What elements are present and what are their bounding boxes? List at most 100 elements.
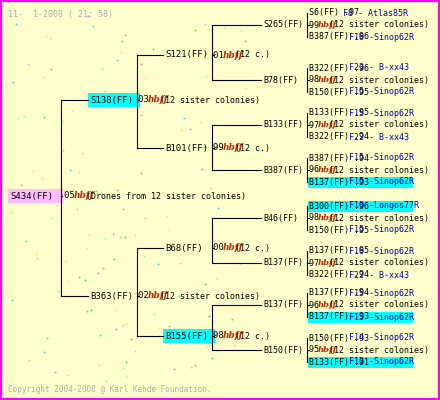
Point <box>211 291 218 297</box>
Text: Copyright 2004-2008 @ Karl Kehde Foundation.: Copyright 2004-2008 @ Karl Kehde Foundat… <box>8 385 212 394</box>
Point <box>20 113 27 120</box>
Point <box>112 326 119 332</box>
Text: hbff: hbff <box>74 192 94 200</box>
Point <box>99 66 106 72</box>
Point <box>164 212 171 219</box>
Point <box>85 12 92 19</box>
Point <box>99 264 106 271</box>
Point <box>102 378 109 384</box>
Point <box>200 144 207 150</box>
Point <box>26 356 33 363</box>
Point <box>121 32 128 38</box>
Point <box>181 114 188 121</box>
Point <box>113 56 120 63</box>
Point <box>221 25 228 31</box>
Text: 99: 99 <box>309 20 324 30</box>
Text: F15 -Sinop62R: F15 -Sinop62R <box>349 312 414 322</box>
Point <box>33 255 40 261</box>
Text: B150(FF) .93: B150(FF) .93 <box>309 334 369 342</box>
Text: (12 sister colonies): (12 sister colonies) <box>329 20 429 30</box>
Text: 05: 05 <box>64 192 80 200</box>
Point <box>202 21 209 28</box>
Text: 98: 98 <box>213 332 229 340</box>
Point <box>155 325 162 332</box>
Text: B322(FF) .94: B322(FF) .94 <box>309 132 369 142</box>
FancyBboxPatch shape <box>88 93 140 107</box>
Text: hbff: hbff <box>318 76 337 84</box>
Text: B137(FF): B137(FF) <box>263 300 303 310</box>
Point <box>47 35 54 41</box>
Point <box>242 85 249 91</box>
Point <box>84 308 91 314</box>
Text: B322(FF) .94: B322(FF) .94 <box>309 270 369 280</box>
Point <box>97 332 104 339</box>
Text: F15 -Sinop62R: F15 -Sinop62R <box>349 88 414 96</box>
Text: F14 -Sinop62R: F14 -Sinop62R <box>349 334 414 342</box>
Point <box>110 231 117 238</box>
Text: 99: 99 <box>213 144 229 152</box>
Text: S434(FF): S434(FF) <box>10 192 53 200</box>
Text: (12 sister colonies): (12 sister colonies) <box>329 166 429 174</box>
Text: B150(FF) .95: B150(FF) .95 <box>309 226 369 234</box>
Text: 97: 97 <box>309 120 324 130</box>
Point <box>122 359 129 366</box>
Text: hbff: hbff <box>223 50 243 60</box>
FancyBboxPatch shape <box>8 189 63 203</box>
Point <box>117 48 125 55</box>
Text: 98: 98 <box>309 214 324 222</box>
FancyBboxPatch shape <box>308 200 413 212</box>
Text: B46(FF): B46(FF) <box>263 214 298 222</box>
Text: hbff: hbff <box>318 166 337 174</box>
FancyBboxPatch shape <box>308 356 413 368</box>
Point <box>228 316 235 322</box>
Text: hbff: hbff <box>318 214 337 222</box>
Point <box>203 343 210 350</box>
Text: (12 c.): (12 c.) <box>235 144 270 152</box>
Point <box>201 281 208 288</box>
Text: B150(FF) .95: B150(FF) .95 <box>309 88 369 96</box>
Point <box>65 372 72 378</box>
Text: (12 sister colonies): (12 sister colonies) <box>329 300 429 310</box>
Text: B137(FF) .94: B137(FF) .94 <box>309 288 369 298</box>
Text: B387(FF): B387(FF) <box>263 166 303 174</box>
Point <box>191 290 198 296</box>
Point <box>25 61 32 68</box>
Text: B150(FF): B150(FF) <box>263 346 303 354</box>
Text: hbff: hbff <box>148 96 168 104</box>
FancyBboxPatch shape <box>308 312 413 322</box>
Point <box>178 127 185 133</box>
Text: (12 sister colonies): (12 sister colonies) <box>329 258 429 268</box>
Point <box>142 74 149 81</box>
Point <box>165 323 172 330</box>
Text: (12 c.): (12 c.) <box>235 332 270 340</box>
Point <box>78 150 85 156</box>
Point <box>137 60 144 67</box>
Point <box>60 147 67 154</box>
Point <box>51 369 59 375</box>
Point <box>122 373 129 379</box>
Point <box>88 307 95 313</box>
Text: B300(FF) .96: B300(FF) .96 <box>309 202 369 210</box>
Point <box>73 206 81 212</box>
Point <box>211 318 218 324</box>
Point <box>233 99 240 105</box>
Text: B363(FF): B363(FF) <box>90 292 133 300</box>
Text: F15 -Sinop62R: F15 -Sinop62R <box>349 178 414 186</box>
Point <box>40 74 47 80</box>
Text: hbff: hbff <box>318 259 337 267</box>
Point <box>192 362 199 368</box>
Text: B133(FF): B133(FF) <box>263 120 303 130</box>
Text: hbff: hbff <box>318 121 337 129</box>
Text: B137(FF) .93: B137(FF) .93 <box>309 178 369 186</box>
Point <box>67 181 74 188</box>
Text: hbff: hbff <box>318 301 337 309</box>
Point <box>154 261 161 267</box>
Point <box>132 348 139 354</box>
Text: 02: 02 <box>138 292 154 300</box>
FancyBboxPatch shape <box>163 329 215 343</box>
Point <box>55 287 62 294</box>
Point <box>18 182 25 188</box>
Text: (Drones from 12 sister colonies): (Drones from 12 sister colonies) <box>86 192 246 200</box>
Text: B137(FF): B137(FF) <box>263 258 303 268</box>
Point <box>121 234 128 240</box>
